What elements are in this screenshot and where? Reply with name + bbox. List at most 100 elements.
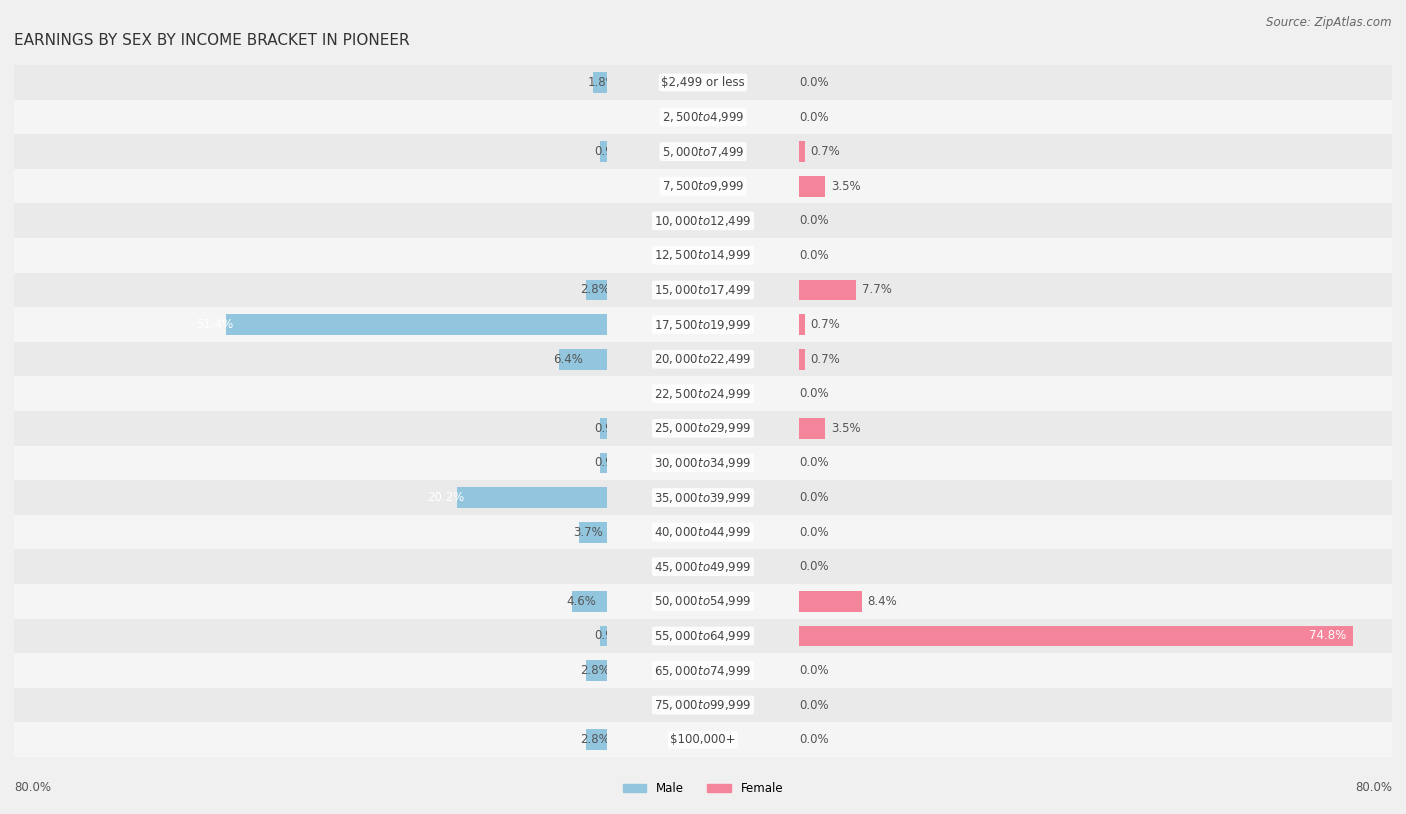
Bar [800,625,1354,646]
Text: 1.8%: 1.8% [588,76,617,89]
Text: $30,000 to $34,999: $30,000 to $34,999 [654,456,752,470]
Text: 0.9%: 0.9% [593,629,623,642]
Bar [606,307,800,342]
Text: 0.7%: 0.7% [811,318,841,331]
Text: $5,000 to $7,499: $5,000 to $7,499 [662,145,744,159]
Bar [14,688,606,723]
Text: Source: ZipAtlas.com: Source: ZipAtlas.com [1267,16,1392,29]
Text: 3.7%: 3.7% [574,526,603,539]
Bar [800,514,1392,549]
Text: 74.8%: 74.8% [1309,629,1346,642]
Bar [14,65,606,99]
Bar [800,238,1392,273]
Bar [14,619,606,653]
Bar [572,591,606,611]
Bar [800,141,804,162]
Text: 8.4%: 8.4% [868,595,897,608]
Bar [606,653,800,688]
Bar [14,99,606,134]
Text: $100,000+: $100,000+ [671,733,735,746]
Bar [606,99,800,134]
Text: 0.9%: 0.9% [593,422,623,435]
Text: 51.4%: 51.4% [195,318,233,331]
Bar [606,168,800,204]
Bar [800,279,856,300]
Text: $12,500 to $14,999: $12,500 to $14,999 [654,248,752,262]
Bar [14,342,606,376]
Bar [606,619,800,653]
Text: 0.0%: 0.0% [800,111,830,124]
Bar [800,445,1392,480]
Bar [606,445,800,480]
Bar [800,619,1392,653]
Text: 0.0%: 0.0% [606,387,636,400]
Bar [800,591,862,611]
Bar [14,480,606,514]
Bar [14,134,606,168]
Bar [600,141,606,162]
Text: 0.9%: 0.9% [593,145,623,158]
Bar [800,134,1392,168]
Bar [800,168,1392,204]
Text: 0.0%: 0.0% [800,387,830,400]
Bar [14,273,606,307]
Bar [800,653,1392,688]
Bar [800,688,1392,723]
Legend: Male, Female: Male, Female [619,777,787,800]
Text: 0.0%: 0.0% [800,733,830,746]
Bar [600,625,606,646]
Bar [457,487,606,508]
Bar [579,522,606,542]
Bar [14,168,606,204]
Text: 0.9%: 0.9% [593,457,623,470]
Text: $35,000 to $39,999: $35,000 to $39,999 [654,491,752,505]
Text: $10,000 to $12,499: $10,000 to $12,499 [654,214,752,228]
Text: 0.0%: 0.0% [800,249,830,262]
Bar [800,99,1392,134]
Bar [14,376,606,411]
Text: 0.0%: 0.0% [606,249,636,262]
Text: $65,000 to $74,999: $65,000 to $74,999 [654,663,752,677]
Bar [800,307,1392,342]
Bar [14,514,606,549]
Text: 0.0%: 0.0% [800,491,830,504]
Text: 0.0%: 0.0% [800,214,830,227]
Text: 0.0%: 0.0% [606,698,636,711]
Text: $25,000 to $29,999: $25,000 to $29,999 [654,422,752,435]
Text: 2.8%: 2.8% [579,664,610,677]
Text: $2,500 to $4,999: $2,500 to $4,999 [662,110,744,124]
Bar [606,411,800,445]
Text: $15,000 to $17,499: $15,000 to $17,499 [654,283,752,297]
Bar [800,411,1392,445]
Text: 0.0%: 0.0% [800,76,830,89]
Bar [600,453,606,473]
Text: 4.6%: 4.6% [567,595,596,608]
Bar [800,480,1392,514]
Text: 0.0%: 0.0% [800,698,830,711]
Text: $55,000 to $64,999: $55,000 to $64,999 [654,629,752,643]
Text: 6.4%: 6.4% [553,352,583,365]
Text: $40,000 to $44,999: $40,000 to $44,999 [654,525,752,539]
Text: $7,500 to $9,999: $7,500 to $9,999 [662,179,744,193]
Text: 0.0%: 0.0% [800,560,830,573]
Text: $17,500 to $19,999: $17,500 to $19,999 [654,317,752,331]
Bar [14,307,606,342]
Bar [606,134,800,168]
Text: $45,000 to $49,999: $45,000 to $49,999 [654,560,752,574]
Bar [606,273,800,307]
Text: 3.5%: 3.5% [831,422,860,435]
Text: 0.0%: 0.0% [800,664,830,677]
Bar [226,314,606,335]
Bar [593,72,606,93]
Bar [606,342,800,376]
Text: $20,000 to $22,499: $20,000 to $22,499 [654,352,752,366]
Bar [606,514,800,549]
Text: 20.2%: 20.2% [427,491,464,504]
Bar [606,549,800,584]
Bar [14,411,606,445]
Text: 0.0%: 0.0% [606,180,636,193]
Bar [586,660,606,681]
Bar [14,653,606,688]
Bar [14,238,606,273]
Text: 80.0%: 80.0% [14,781,51,794]
